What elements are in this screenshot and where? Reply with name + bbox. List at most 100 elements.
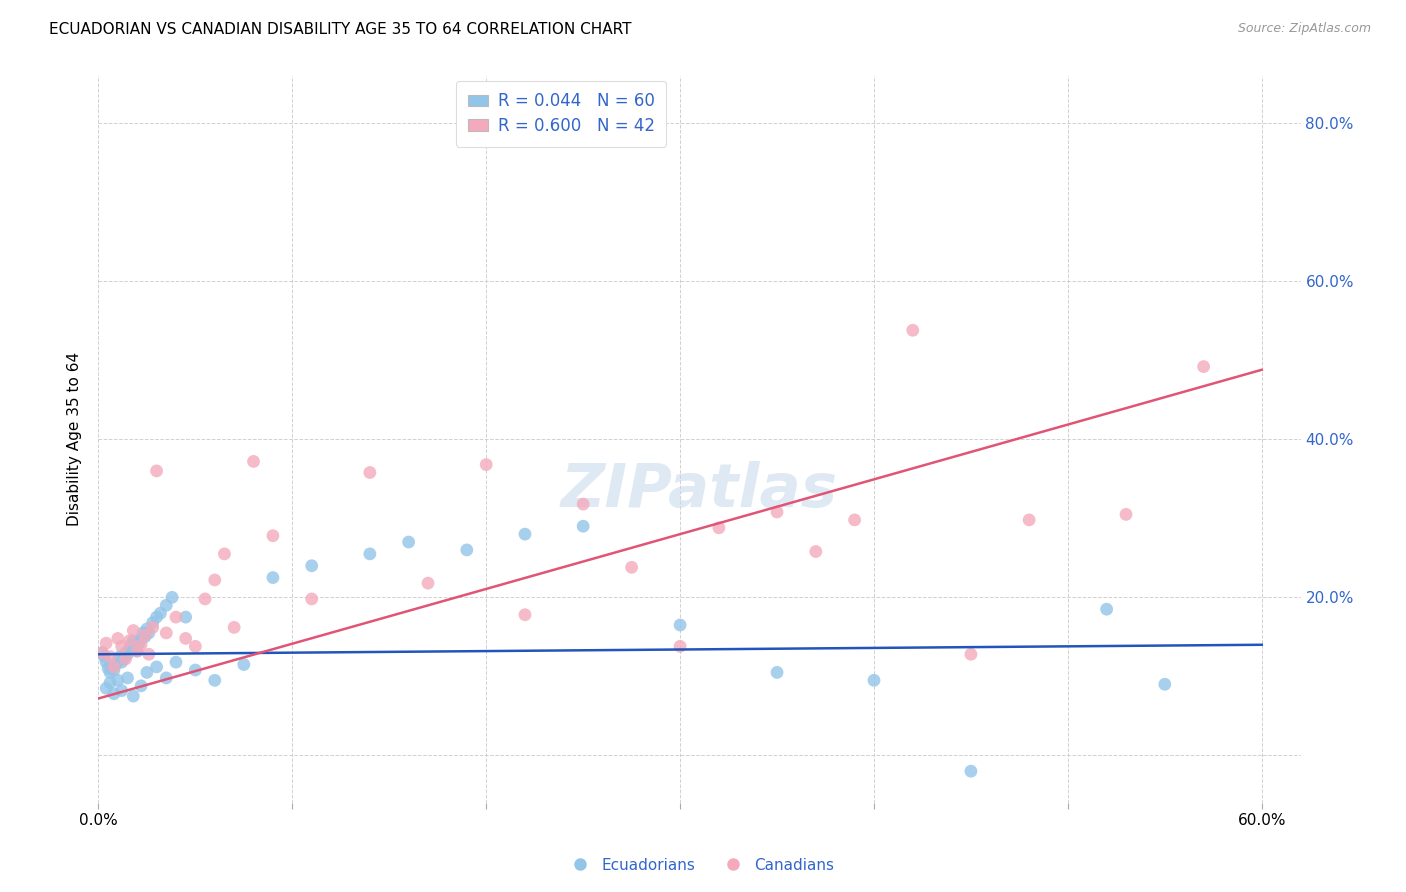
Point	[262, 571, 284, 585]
Text: ECUADORIAN VS CANADIAN DISABILITY AGE 35 TO 64 CORRELATION CHART: ECUADORIAN VS CANADIAN DISABILITY AGE 35…	[49, 22, 631, 37]
Point	[132, 626, 155, 640]
Point	[620, 560, 643, 574]
Point	[103, 660, 125, 674]
Text: Source: ZipAtlas.com: Source: ZipAtlas.com	[1237, 22, 1371, 36]
Point	[513, 527, 536, 541]
Point	[572, 519, 595, 533]
Point	[242, 454, 264, 468]
Point	[960, 647, 983, 661]
Point	[134, 628, 156, 642]
Point	[138, 626, 160, 640]
Point	[155, 626, 177, 640]
Point	[232, 657, 254, 672]
Point	[766, 505, 789, 519]
Point	[135, 622, 157, 636]
Point	[145, 660, 167, 674]
Point	[844, 513, 866, 527]
Point	[160, 591, 183, 605]
Point	[103, 663, 125, 677]
Point	[359, 466, 381, 480]
Point	[901, 323, 924, 337]
Point	[398, 535, 420, 549]
Point	[108, 649, 131, 664]
Point	[142, 615, 165, 630]
Point	[118, 633, 141, 648]
Point	[155, 671, 177, 685]
Point	[118, 641, 141, 656]
Legend: Ecuadorians, Canadians: Ecuadorians, Canadians	[558, 852, 841, 879]
Point	[93, 649, 115, 664]
Point	[766, 665, 789, 680]
Point	[122, 689, 145, 703]
Point	[114, 652, 136, 666]
Point	[174, 610, 197, 624]
Point	[572, 497, 595, 511]
Point	[475, 458, 498, 472]
Point	[1115, 508, 1137, 522]
Point	[204, 673, 226, 688]
Point	[117, 671, 139, 685]
Point	[149, 606, 172, 620]
Point	[184, 663, 207, 677]
Point	[124, 640, 146, 654]
Point	[145, 464, 167, 478]
Point	[96, 636, 118, 650]
Point	[262, 529, 284, 543]
Point	[91, 646, 114, 660]
Point	[129, 679, 152, 693]
Point	[669, 640, 692, 654]
Point	[129, 638, 152, 652]
Point	[142, 620, 165, 634]
Point	[98, 675, 121, 690]
Point	[111, 640, 134, 654]
Point	[301, 591, 323, 606]
Point	[165, 610, 187, 624]
Point	[104, 657, 127, 672]
Point	[134, 630, 156, 644]
Point	[122, 633, 145, 648]
Point	[804, 544, 827, 558]
Text: ZIPatlas: ZIPatlas	[561, 460, 838, 520]
Point	[1095, 602, 1118, 616]
Point	[96, 655, 118, 669]
Point	[107, 632, 129, 646]
Point	[960, 764, 983, 779]
Point	[155, 599, 177, 613]
Point	[127, 644, 149, 658]
Point	[863, 673, 886, 688]
Point	[120, 638, 142, 652]
Point	[1192, 359, 1215, 374]
Point	[97, 661, 120, 675]
Point	[135, 665, 157, 680]
Point	[103, 687, 125, 701]
Point	[91, 646, 114, 660]
Point	[111, 655, 134, 669]
Y-axis label: Disability Age 35 to 64: Disability Age 35 to 64	[67, 352, 83, 526]
Point	[145, 610, 167, 624]
Point	[98, 649, 121, 664]
Point	[117, 647, 139, 661]
Point	[224, 620, 246, 634]
Point	[98, 665, 121, 680]
Point	[127, 638, 149, 652]
Point	[359, 547, 381, 561]
Point	[129, 632, 152, 646]
Point	[127, 644, 149, 658]
Point	[114, 646, 136, 660]
Point	[174, 632, 197, 646]
Point	[107, 673, 129, 688]
Point	[456, 543, 478, 558]
Point	[112, 652, 135, 666]
Point	[204, 573, 226, 587]
Point	[1018, 513, 1040, 527]
Point	[101, 660, 124, 674]
Point	[138, 647, 160, 661]
Point	[111, 683, 134, 698]
Point	[96, 681, 118, 696]
Point	[1153, 677, 1175, 691]
Point	[513, 607, 536, 622]
Point	[214, 547, 236, 561]
Point	[707, 521, 730, 535]
Point	[669, 618, 692, 632]
Point	[416, 576, 439, 591]
